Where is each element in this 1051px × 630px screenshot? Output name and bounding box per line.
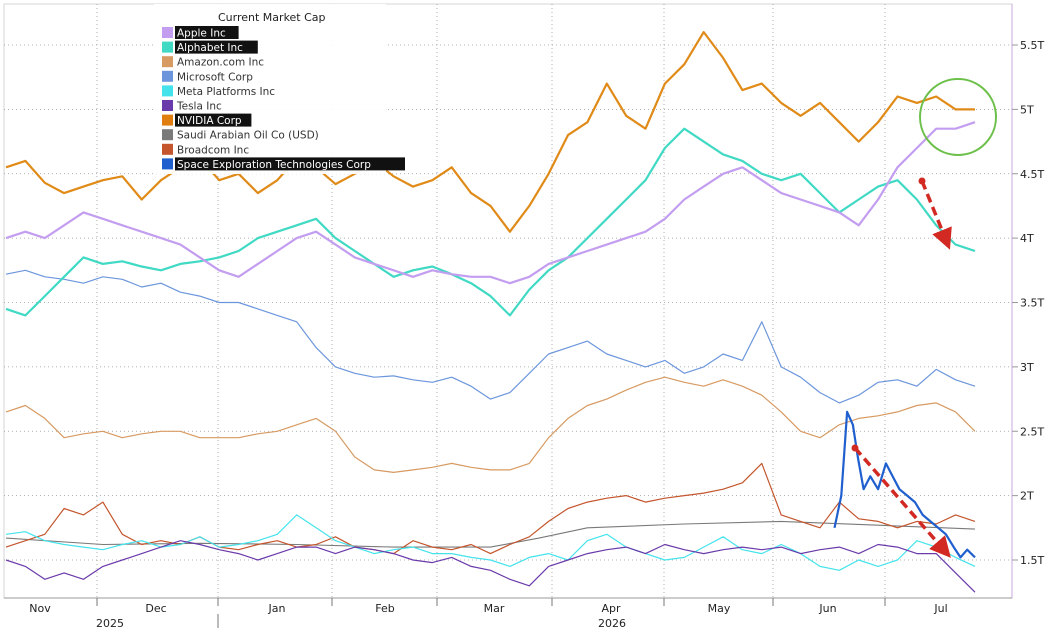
x-tick-label: Mar — [484, 602, 505, 615]
legend-label: Broadcom Inc — [177, 144, 249, 156]
legend-title: Current Market Cap — [218, 11, 326, 24]
legend-swatch — [162, 41, 173, 53]
series-line — [5, 269, 976, 404]
x-tick-label: Apr — [601, 602, 621, 615]
y-tick-label: 2.5T — [1020, 425, 1044, 438]
trend-arrow — [920, 180, 952, 250]
y-tick-label: 4.5T — [1020, 168, 1044, 181]
series-line — [5, 462, 976, 555]
legend-swatch — [162, 114, 173, 126]
legend-swatch — [162, 85, 173, 97]
x-tick-label: May — [708, 602, 731, 615]
legend-label-highlight — [175, 26, 239, 39]
annotation-layer — [851, 78, 997, 558]
y-tick-label: 2T — [1020, 490, 1034, 503]
trend-arrow — [853, 446, 951, 558]
legend-label-highlight — [175, 113, 252, 127]
legend-label-highlight — [175, 157, 405, 171]
legend-label: Apple Inc — [177, 28, 226, 40]
x-tick-label: Jun — [818, 602, 836, 615]
legend-swatch — [162, 143, 173, 155]
legend-label: Space Exploration Technologies Corp — [177, 159, 371, 171]
series-line — [5, 127, 976, 317]
legend-swatch — [162, 56, 173, 68]
x-tick-label: Nov — [29, 602, 51, 615]
legend-swatch — [162, 129, 173, 141]
x-axis: Nov Dec Jan Feb Mar Apr May Jun Jul 2025 2026 — [4, 597, 1012, 630]
y-tick-label: 4T — [1020, 232, 1034, 245]
y-tick-label: 5.5T — [1020, 39, 1044, 52]
legend-swatch — [162, 27, 173, 38]
highlight-circle — [919, 78, 997, 156]
x-year-label: 2025 — [96, 617, 124, 630]
series-layer — [5, 31, 976, 593]
series-line — [5, 121, 976, 285]
x-tick-label: Dec — [145, 602, 166, 615]
legend-label: NVIDIA Corp — [177, 115, 242, 127]
legend-label-highlight — [175, 40, 258, 54]
arrow-origin-dot — [918, 177, 926, 185]
x-year-label: 2026 — [598, 617, 626, 630]
series-line — [833, 410, 976, 559]
y-tick-label: 1.5T — [1020, 554, 1044, 567]
y-axis: 5.5T 5T 4.5T 4T 3.5T 3T 2.5T 2T 1.5T — [1011, 4, 1044, 598]
series-line — [5, 514, 976, 571]
legend-swatch — [162, 100, 173, 111]
x-tick-label: Jan — [268, 602, 286, 615]
x-tick-label: Jul — [933, 602, 947, 615]
legend: Current Market Cap Apple Inc Alphabet Inc… — [154, 4, 405, 174]
legend-label: Amazon.com Inc — [177, 57, 264, 69]
series-line — [5, 376, 976, 473]
legend-swatch — [162, 70, 173, 82]
y-tick-label: 5T — [1020, 103, 1034, 116]
legend-label: Microsoft Corp — [177, 71, 253, 83]
legend-swatch — [162, 158, 173, 170]
legend-label: Meta Platforms Inc — [177, 86, 275, 98]
legend-label: Tesla Inc — [176, 101, 222, 113]
series-line — [5, 31, 975, 233]
y-tick-label: 3T — [1020, 361, 1034, 374]
arrow-origin-dot — [851, 444, 859, 452]
y-tick-label: 3.5T — [1020, 297, 1044, 310]
x-tick-label: Feb — [375, 602, 394, 615]
legend-label: Alphabet Inc — [177, 42, 243, 54]
legend-label: Saudi Arabian Oil Co (USD) — [177, 130, 319, 142]
series-line — [5, 540, 976, 593]
